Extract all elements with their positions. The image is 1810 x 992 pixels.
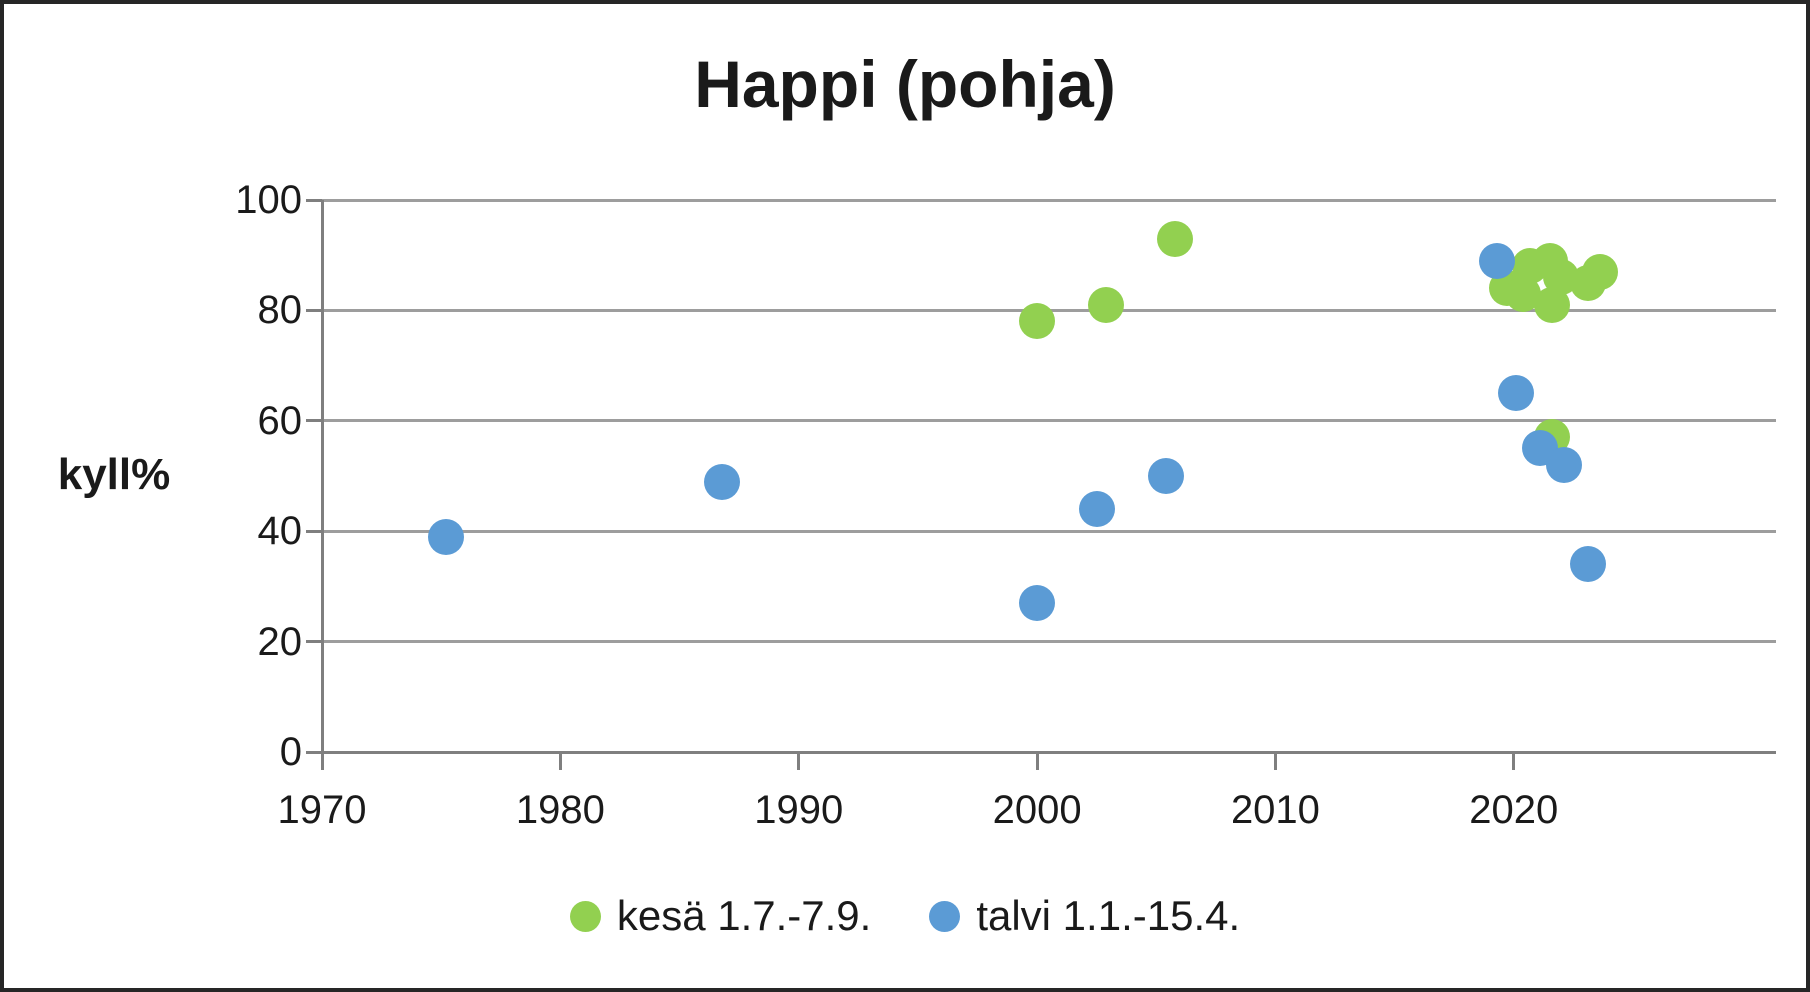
data-point-talvi bbox=[1479, 242, 1516, 279]
x-axis-tick bbox=[1273, 752, 1277, 770]
data-point-talvi bbox=[1545, 446, 1582, 483]
y-axis-tick bbox=[306, 198, 322, 202]
data-point-talvi bbox=[1569, 546, 1606, 583]
legend-swatch-icon bbox=[929, 900, 961, 932]
x-axis-tick bbox=[1035, 752, 1039, 770]
data-point-kesa bbox=[1157, 220, 1194, 257]
y-axis-tick bbox=[306, 419, 322, 423]
legend-swatch-icon bbox=[569, 900, 601, 932]
x-axis-tick bbox=[558, 752, 562, 770]
x-axis-line bbox=[322, 750, 1776, 754]
y-axis-tick bbox=[306, 750, 322, 754]
plot-area: 0 20 40 60 80 100 1970 1980 1990 2000 2010 2020 bbox=[4, 4, 1806, 988]
y-tick-label: 0 bbox=[279, 730, 302, 774]
data-point-talvi bbox=[1078, 491, 1115, 528]
data-point-kesa bbox=[1088, 286, 1125, 323]
x-tick-label: 1970 bbox=[277, 788, 367, 832]
y-axis-title: kyll% bbox=[57, 450, 171, 499]
gridline bbox=[322, 640, 1776, 644]
y-tick-label: 60 bbox=[257, 398, 303, 443]
data-point-talvi bbox=[1147, 458, 1184, 494]
chart-title: Happi (pohja) bbox=[694, 47, 1116, 121]
y-axis-tick bbox=[306, 529, 322, 533]
y-tick-label: 20 bbox=[257, 619, 303, 664]
legend-item-kesa: kesä 1.7.-7.9. bbox=[569, 890, 872, 942]
legend-label: talvi 1.1.-15.4. bbox=[976, 892, 1241, 939]
legend-item-talvi: talvi 1.1.-15.4. bbox=[929, 890, 1240, 942]
data-point-kesa bbox=[1581, 253, 1618, 290]
x-tick-label: 2010 bbox=[1230, 788, 1320, 832]
x-tick-label: 1990 bbox=[754, 788, 844, 832]
y-axis-line bbox=[320, 200, 324, 770]
legend: kesä 1.7.-7.9. talvi 1.1.-15.4. bbox=[4, 890, 1806, 942]
gridline bbox=[322, 419, 1776, 423]
data-point-talvi bbox=[1498, 375, 1535, 412]
y-tick-label: 100 bbox=[235, 178, 302, 222]
gridline bbox=[322, 198, 1776, 202]
x-axis-tick bbox=[1512, 752, 1516, 770]
y-tick-label: 80 bbox=[257, 288, 303, 333]
x-tick-label: 1980 bbox=[515, 788, 605, 832]
data-point-talvi bbox=[1019, 584, 1056, 621]
legend-label: kesä 1.7.-7.9. bbox=[616, 892, 872, 939]
gridline bbox=[322, 529, 1776, 533]
data-point-kesa bbox=[1019, 303, 1056, 340]
x-axis-tick bbox=[797, 752, 801, 770]
y-axis-tick bbox=[306, 640, 322, 644]
x-tick-label: 2020 bbox=[1469, 788, 1559, 832]
data-point-talvi bbox=[704, 463, 741, 500]
y-axis-tick bbox=[306, 308, 322, 312]
data-point-talvi bbox=[427, 518, 464, 555]
y-tick-label: 40 bbox=[257, 509, 303, 554]
x-tick-label: 2000 bbox=[992, 788, 1082, 832]
